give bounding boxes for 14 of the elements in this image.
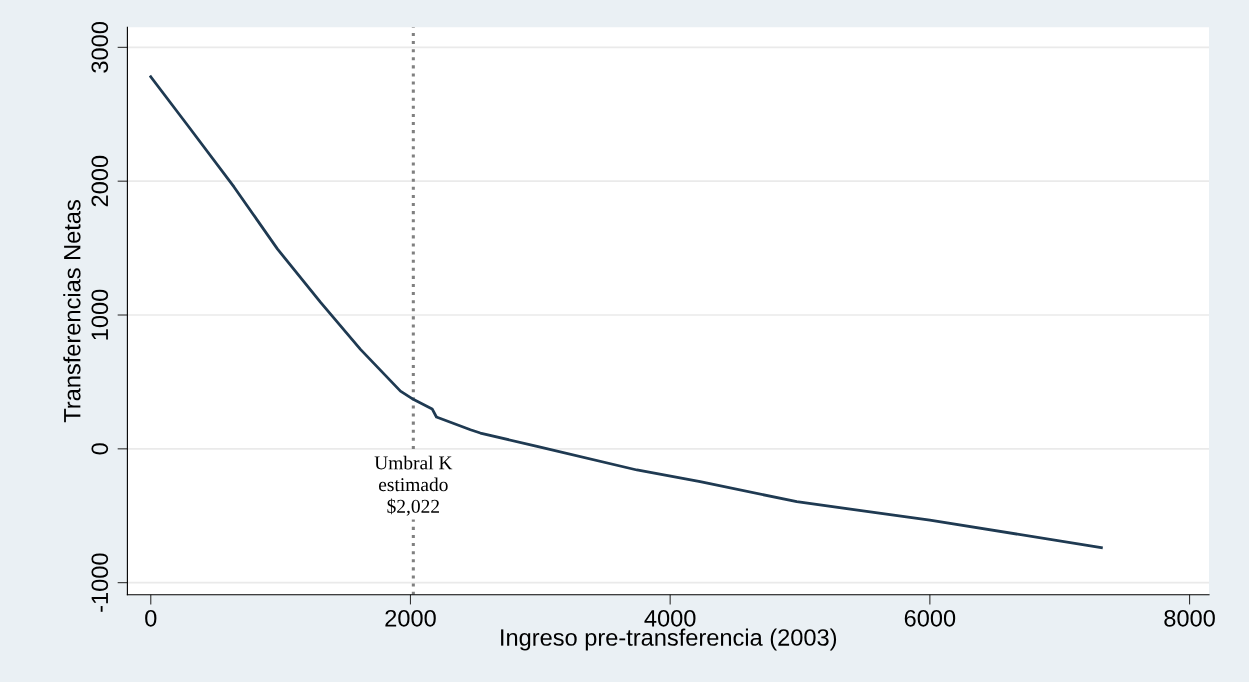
y-tick-label: -1000 bbox=[91, 553, 109, 612]
line-series bbox=[149, 75, 1103, 549]
y-tick-label: 2000 bbox=[91, 155, 109, 207]
y-tick-label: 0 bbox=[91, 443, 109, 455]
x-tick-label: 6000 bbox=[904, 609, 956, 627]
x-tick-label: 8000 bbox=[1164, 609, 1215, 627]
x-axis-title: Ingreso pre-transferencia (2003) bbox=[501, 628, 837, 651]
y-tick-label: 3000 bbox=[91, 22, 109, 73]
y-tick-label: 1000 bbox=[91, 289, 109, 340]
x-tick-label: 0 bbox=[145, 609, 157, 627]
y-axis-title: Transferencias Netas bbox=[63, 200, 81, 423]
x-tick-label: 2000 bbox=[385, 609, 436, 627]
x-tick-label: 4000 bbox=[644, 609, 696, 627]
ref-line-label: Umbral K estimado $2,022 bbox=[374, 455, 453, 516]
